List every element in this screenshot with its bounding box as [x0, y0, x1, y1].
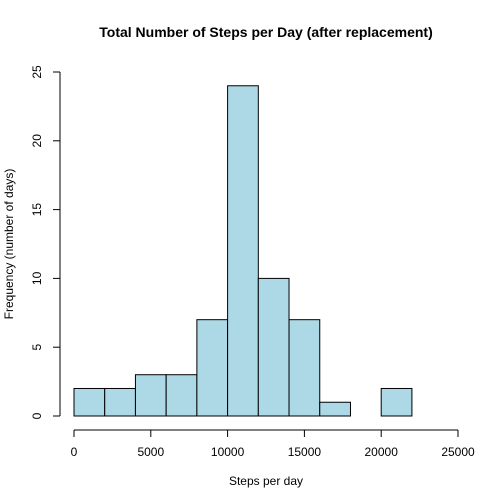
bars-group [74, 86, 412, 416]
y-axis-label: Frequency (number of days) [2, 169, 16, 320]
histogram-bar [105, 388, 136, 416]
histogram-bar [381, 388, 412, 416]
x-tick-label: 25000 [441, 445, 475, 459]
y-tick-label: 25 [30, 65, 44, 79]
y-tick-label: 0 [30, 412, 44, 419]
histogram-bar [258, 278, 289, 416]
x-axis: 0 5000 10000 15000 20000 25000 [71, 430, 475, 459]
histogram-bar [320, 402, 351, 416]
y-tick-label: 20 [30, 134, 44, 148]
histogram-bar [289, 320, 320, 416]
chart-title: Total Number of Steps per Day (after rep… [99, 24, 432, 40]
histogram-bar [74, 388, 105, 416]
y-tick-label: 10 [30, 271, 44, 285]
x-tick-label: 10000 [211, 445, 245, 459]
x-axis-label: Steps per day [229, 474, 303, 488]
histogram-bar [166, 375, 197, 416]
x-tick-label: 15000 [288, 445, 322, 459]
histogram-bar [135, 375, 166, 416]
histogram-bar [228, 86, 259, 416]
histogram-bar [197, 320, 228, 416]
y-axis: 0 5 10 15 20 25 [30, 65, 60, 419]
x-tick-label: 20000 [365, 445, 399, 459]
y-tick-label: 5 [30, 344, 44, 351]
x-tick-label: 0 [71, 445, 78, 459]
x-tick-label: 5000 [137, 445, 164, 459]
y-tick-label: 15 [30, 203, 44, 217]
